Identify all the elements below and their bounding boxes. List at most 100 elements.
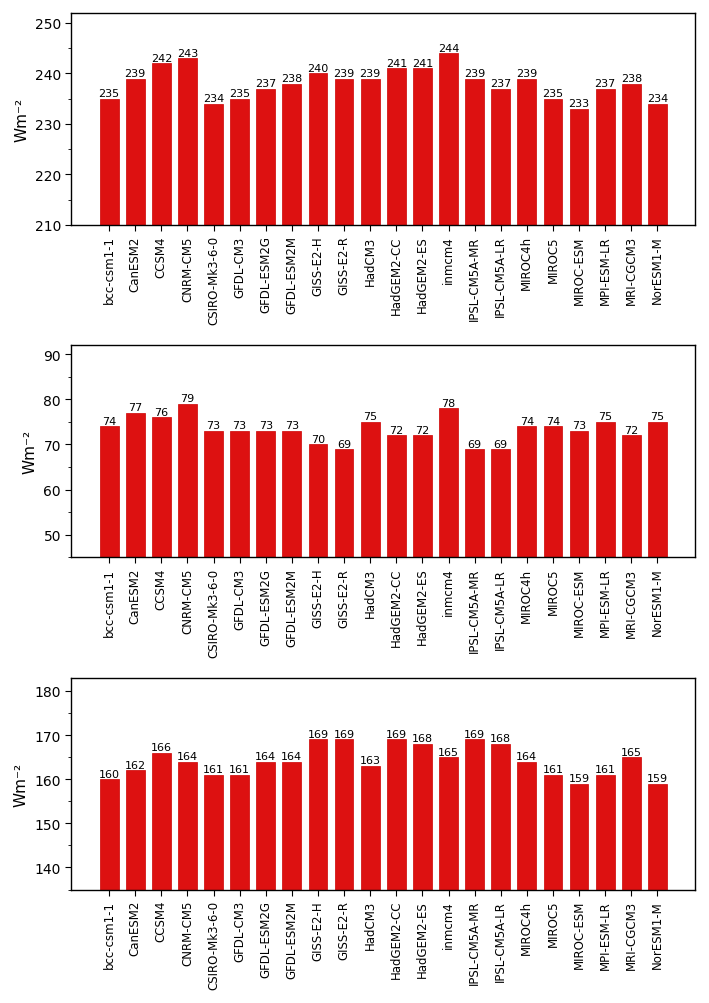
- Text: 169: 169: [308, 729, 328, 739]
- Text: 239: 239: [464, 68, 485, 78]
- Text: 164: 164: [255, 751, 277, 761]
- Text: 75: 75: [598, 412, 612, 422]
- Bar: [335, 79, 354, 226]
- Bar: [100, 779, 118, 890]
- Bar: [413, 744, 432, 890]
- Bar: [544, 99, 562, 226]
- Bar: [518, 761, 536, 890]
- Text: 162: 162: [125, 760, 146, 770]
- Text: 234: 234: [203, 94, 224, 104]
- Bar: [230, 431, 249, 558]
- Bar: [622, 84, 641, 226]
- Bar: [282, 431, 301, 558]
- Text: 69: 69: [467, 439, 481, 449]
- Bar: [204, 104, 223, 226]
- Text: 243: 243: [177, 48, 198, 58]
- Text: 169: 169: [386, 729, 407, 739]
- Text: 168: 168: [490, 733, 511, 743]
- Text: 74: 74: [102, 416, 116, 426]
- Bar: [257, 431, 275, 558]
- Bar: [257, 89, 275, 226]
- Bar: [308, 445, 328, 558]
- Text: 239: 239: [125, 68, 146, 78]
- Text: 240: 240: [307, 63, 328, 73]
- Bar: [178, 404, 197, 558]
- Bar: [178, 761, 197, 890]
- Bar: [413, 436, 432, 558]
- Text: 164: 164: [281, 751, 303, 761]
- Y-axis label: Wm⁻²: Wm⁻²: [14, 761, 29, 805]
- Bar: [361, 422, 379, 558]
- Bar: [230, 775, 249, 890]
- Bar: [544, 427, 562, 558]
- Text: 238: 238: [620, 73, 642, 83]
- Text: 165: 165: [621, 747, 642, 757]
- Bar: [100, 427, 118, 558]
- Text: 166: 166: [151, 742, 172, 752]
- Bar: [491, 449, 510, 558]
- Bar: [361, 766, 379, 890]
- Text: 237: 237: [255, 79, 277, 88]
- Y-axis label: Wm⁻²: Wm⁻²: [23, 429, 38, 473]
- Text: 79: 79: [180, 394, 194, 404]
- Bar: [622, 757, 641, 890]
- Bar: [518, 79, 536, 226]
- Text: 161: 161: [229, 764, 250, 774]
- Bar: [125, 79, 145, 226]
- Bar: [569, 109, 588, 226]
- Bar: [596, 89, 615, 226]
- Bar: [648, 104, 666, 226]
- Text: 244: 244: [438, 43, 459, 53]
- Text: 168: 168: [412, 733, 433, 743]
- Bar: [491, 744, 510, 890]
- Bar: [152, 64, 171, 226]
- Bar: [125, 770, 145, 890]
- Bar: [544, 775, 562, 890]
- Bar: [413, 69, 432, 226]
- Bar: [125, 413, 145, 558]
- Text: 159: 159: [569, 773, 590, 783]
- Text: 234: 234: [647, 94, 668, 104]
- Text: 165: 165: [438, 747, 459, 757]
- Text: 237: 237: [595, 79, 616, 88]
- Bar: [387, 69, 406, 226]
- Bar: [282, 761, 301, 890]
- Text: 74: 74: [546, 416, 560, 426]
- Text: 161: 161: [542, 764, 564, 774]
- Text: 242: 242: [150, 53, 172, 63]
- Text: 73: 73: [285, 421, 299, 431]
- Bar: [257, 761, 275, 890]
- Bar: [204, 431, 223, 558]
- Bar: [387, 436, 406, 558]
- Bar: [308, 739, 328, 890]
- Bar: [569, 783, 588, 890]
- Text: 169: 169: [464, 729, 485, 739]
- Text: 169: 169: [333, 729, 354, 739]
- Bar: [308, 74, 328, 226]
- Text: 241: 241: [412, 58, 433, 68]
- Bar: [622, 436, 641, 558]
- Text: 70: 70: [311, 434, 325, 444]
- Bar: [491, 89, 510, 226]
- Text: 72: 72: [624, 425, 638, 435]
- Text: 164: 164: [177, 751, 198, 761]
- Bar: [152, 418, 171, 558]
- Text: 239: 239: [333, 68, 354, 78]
- Bar: [439, 54, 458, 226]
- Text: 235: 235: [542, 89, 564, 99]
- Bar: [465, 79, 484, 226]
- Text: 159: 159: [647, 773, 668, 783]
- Bar: [282, 84, 301, 226]
- Text: 73: 73: [206, 421, 220, 431]
- Text: 74: 74: [520, 416, 534, 426]
- Bar: [648, 783, 666, 890]
- Bar: [596, 422, 615, 558]
- Text: 73: 73: [233, 421, 247, 431]
- Text: 237: 237: [490, 79, 511, 88]
- Text: 160: 160: [99, 769, 120, 779]
- Text: 161: 161: [203, 764, 224, 774]
- Bar: [230, 99, 249, 226]
- Text: 161: 161: [595, 764, 615, 774]
- Bar: [335, 449, 354, 558]
- Bar: [439, 409, 458, 558]
